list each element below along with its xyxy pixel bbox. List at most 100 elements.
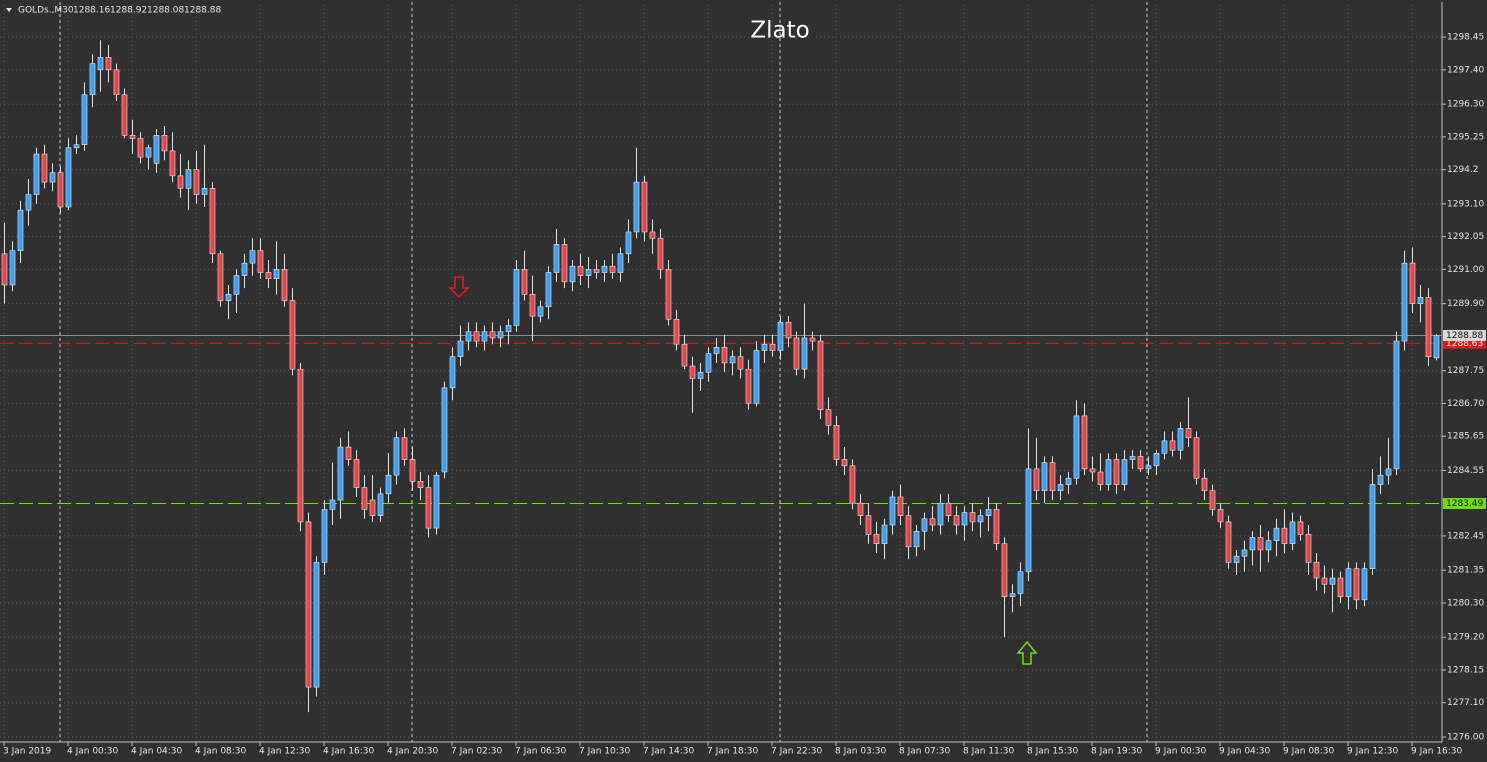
candle-body (401, 437, 408, 460)
candle-body (993, 509, 1000, 545)
candle-body (953, 515, 960, 526)
candle-body (937, 502, 944, 526)
candle-body (1369, 484, 1376, 569)
candle-body (657, 237, 664, 270)
candle-body (161, 135, 168, 152)
candle-body (1305, 534, 1312, 563)
y-tick-label: 1298.45 (1447, 33, 1484, 43)
candle-body (665, 269, 672, 320)
candle-body (169, 150, 176, 177)
candle-body (593, 269, 600, 273)
candle-body (153, 135, 160, 164)
candle-body (961, 512, 968, 526)
candle-body (705, 353, 712, 373)
candle-body (537, 306, 544, 317)
candle-body (241, 262, 248, 276)
chart-title: Zlato (750, 18, 809, 44)
x-tick-label: 4 Jan 12:30 (259, 747, 311, 757)
candle-body (217, 253, 224, 301)
candle-body (1121, 459, 1128, 485)
candle-body (545, 272, 552, 308)
candle-body (145, 147, 152, 158)
price-level-box (1443, 498, 1486, 510)
candle-body (849, 465, 856, 504)
candle-body (65, 147, 72, 208)
candle-body (1185, 428, 1192, 439)
candle-body (697, 371, 704, 379)
candle-body (1057, 484, 1064, 492)
candle-body (329, 499, 336, 510)
candle-body (977, 515, 984, 523)
candle-body (753, 350, 760, 404)
candle-body (601, 265, 608, 273)
candle-body (185, 169, 192, 189)
y-tick-label: 1279.20 (1447, 633, 1484, 643)
candle-body (1, 253, 8, 286)
y-tick-label: 1286.70 (1447, 399, 1484, 409)
axes: 1298.45 1297.40 1296.30 1295.25 1294.2 1293.1… (3, 33, 1486, 757)
candle-body (897, 496, 904, 516)
candle-body (561, 244, 568, 283)
candle-body (617, 253, 624, 273)
candle-body (385, 474, 392, 495)
candle-body (905, 515, 912, 548)
candle-body (345, 446, 352, 460)
candle-body (1177, 428, 1184, 451)
candle-body (1169, 440, 1176, 451)
candle-body (313, 562, 320, 688)
candle-body (49, 172, 56, 183)
candle-body (489, 331, 496, 339)
candle-body (137, 138, 144, 158)
candle-body (1073, 415, 1080, 479)
x-tick-label: 9 Jan 00:30 (1155, 747, 1207, 757)
x-tick-label: 7 Jan 06:30 (515, 747, 567, 757)
candle-body (289, 300, 296, 370)
candle-body (929, 518, 936, 526)
candle-body (833, 424, 840, 460)
y-tick-label: 1284.55 (1447, 466, 1484, 476)
y-tick-label: 1296.30 (1447, 100, 1484, 110)
price-level-label: 1283.49 (1446, 499, 1483, 509)
candle-body (1257, 537, 1264, 551)
candle-body (1209, 490, 1216, 510)
candle-body (1353, 568, 1360, 601)
x-tick-label: 4 Jan 20:30 (387, 747, 439, 757)
candle-body (969, 512, 976, 523)
candle-body (841, 459, 848, 467)
x-tick-label: 8 Jan 19:30 (1091, 747, 1143, 757)
candle-body (1385, 468, 1392, 476)
candle-body (449, 356, 456, 389)
price-level-label: 1288.63 (1446, 339, 1483, 349)
y-tick-label: 1277.10 (1447, 698, 1484, 708)
candle-body (121, 94, 128, 136)
y-tick-label: 1282.45 (1447, 531, 1484, 541)
candle-body (361, 487, 368, 510)
candle-body (201, 188, 208, 195)
candle-body (857, 502, 864, 516)
candle-body (129, 135, 136, 139)
candle-body (337, 446, 344, 501)
candle-body (273, 269, 280, 280)
candle-body (1249, 537, 1256, 551)
candle-body (553, 244, 560, 273)
header-menu-icon[interactable] (6, 8, 12, 12)
candle-body (865, 515, 872, 535)
candle-body (209, 188, 216, 255)
candle-body (529, 294, 536, 317)
candle-body (425, 487, 432, 529)
candle-body (825, 409, 832, 426)
candle-body (921, 518, 928, 532)
candle-body (793, 337, 800, 370)
candle-body (889, 496, 896, 526)
candle-body (641, 181, 648, 233)
candle-body (1281, 527, 1288, 545)
x-tick-label: 7 Jan 02:30 (451, 747, 503, 757)
candle-body (1161, 440, 1168, 454)
candle-body (73, 144, 80, 149)
candle-body (881, 524, 888, 545)
candle-body (673, 318, 680, 345)
candle-body (1009, 593, 1016, 598)
candle-body (985, 509, 992, 516)
candle-body (481, 331, 488, 342)
candle-body (785, 322, 792, 339)
